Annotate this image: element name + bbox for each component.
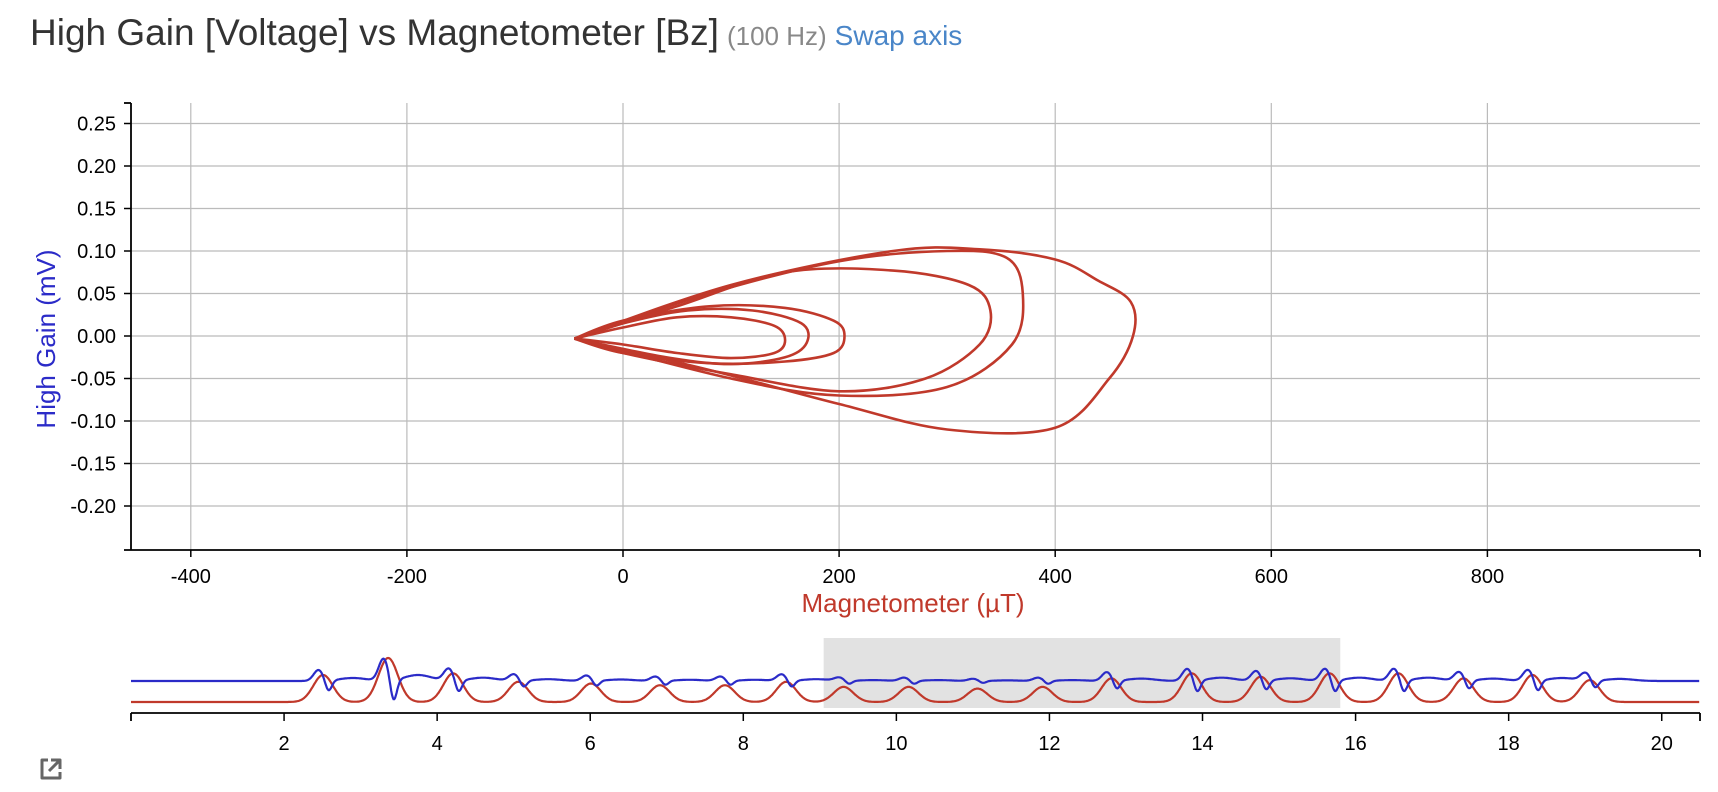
overview-x-tick-label: 2 xyxy=(279,733,290,755)
overview-x-tick-label: 6 xyxy=(585,733,596,755)
overview-x-tick-label: 16 xyxy=(1344,733,1366,755)
y-tick-label: -0.20 xyxy=(70,496,116,518)
overview-x-tick-label: 14 xyxy=(1191,733,1213,755)
chart-title: High Gain [Voltage] vs Magnetometer [Bz] xyxy=(30,12,719,53)
overview-x-tick-label: 12 xyxy=(1038,733,1060,755)
x-axis-label: Magnetometer (µT) xyxy=(801,588,1024,618)
main-grid xyxy=(131,103,1700,550)
loop-series-4 xyxy=(574,267,993,393)
y-tick-label: 0.10 xyxy=(77,241,116,263)
main-series xyxy=(573,246,1137,435)
external-link-icon[interactable] xyxy=(38,756,64,782)
overview-high-gain-line xyxy=(131,657,1700,701)
loop-series-3 xyxy=(573,303,846,366)
overview-x-tick-label: 18 xyxy=(1498,733,1520,755)
y-tick-label: -0.10 xyxy=(70,411,116,433)
overview-x-tick-label: 20 xyxy=(1651,733,1673,755)
x-tick-label: 200 xyxy=(822,566,855,588)
x-tick-label: -200 xyxy=(387,566,427,588)
x-tick-label: 0 xyxy=(617,566,628,588)
y-tick-label: 0.15 xyxy=(77,199,116,221)
y-tick-label: 0.05 xyxy=(77,284,116,306)
overview-x-tick-label: 4 xyxy=(432,733,443,755)
loop-series-1 xyxy=(574,314,787,360)
y-tick-label: 0.25 xyxy=(77,114,116,136)
x-tick-label: 600 xyxy=(1255,566,1288,588)
swap-axis-link[interactable]: Swap axis xyxy=(834,20,963,51)
main-axes xyxy=(124,102,1701,557)
chart-header: High Gain [Voltage] vs Magnetometer [Bz]… xyxy=(30,12,962,54)
selection-brush xyxy=(823,638,1341,708)
y-tick-label: -0.05 xyxy=(70,369,116,391)
overview-chart[interactable]: 2 4 6 8 10 12 14 16 18 20 xyxy=(130,638,1701,755)
overview-x-tick-label: 10 xyxy=(885,733,907,755)
x-tick-label: -400 xyxy=(171,566,211,588)
y-tick-label: -0.15 xyxy=(70,454,116,476)
main-ticks: -400 -200 0 200 400 600 800 0.25 0.20 0.15 0.10 0.0… xyxy=(70,114,1504,589)
y-axis-label: High Gain (mV) xyxy=(31,249,61,428)
loop-series-6 xyxy=(573,246,1137,435)
sample-rate: (100 Hz) xyxy=(726,21,827,51)
x-tick-label: 400 xyxy=(1039,566,1072,588)
overview-magnetometer-line xyxy=(131,656,1700,704)
overview-x-tick-label: 8 xyxy=(738,733,749,755)
x-tick-label: 800 xyxy=(1471,566,1504,588)
y-tick-label: 0.00 xyxy=(77,326,116,348)
y-tick-label: 0.20 xyxy=(77,156,116,178)
